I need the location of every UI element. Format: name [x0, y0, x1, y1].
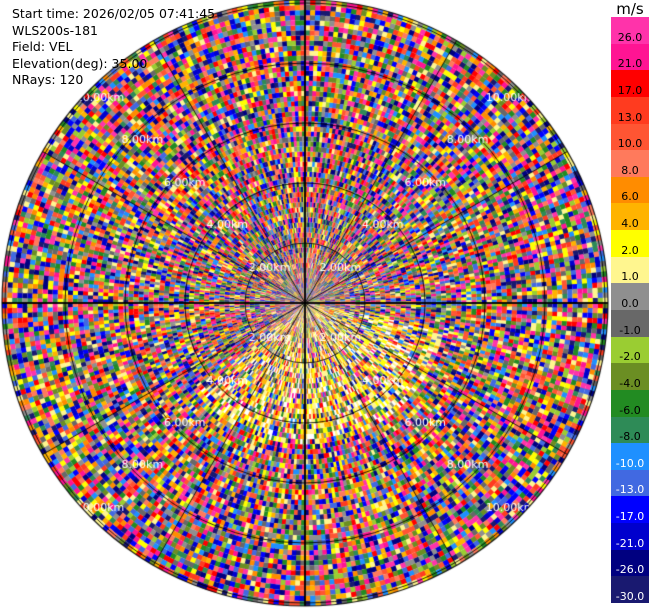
colorbar-segment — [611, 230, 649, 258]
colorbar-tick-label: -8.0 — [619, 430, 641, 444]
colorbar-segment — [611, 389, 649, 418]
elevation-text: Elevation(deg): 35.00 — [12, 55, 148, 71]
colorbar-tick-label: 4.0 — [621, 217, 639, 231]
colorbar-tick-label: 8.0 — [621, 163, 639, 177]
colorbar-tick-label: 26.0 — [617, 30, 643, 44]
colorbar-segment — [611, 469, 649, 497]
colorbar-segment — [611, 416, 649, 444]
colorbar-tick-label: 17.0 — [617, 83, 643, 97]
colorbar-tick-label: 2.0 — [621, 243, 639, 257]
colorbar-segment — [611, 96, 649, 125]
colorbar-tick-label: 0.0 — [621, 297, 639, 310]
colorbar-tick-label: 21.0 — [617, 57, 643, 71]
colorbar-segment — [611, 123, 649, 151]
instrument-text: WLS200s-181 — [12, 22, 98, 38]
radar-ppi-plot — [0, 0, 612, 610]
colorbar-segment — [611, 203, 649, 231]
colorbar-tick-label: -6.0 — [619, 403, 641, 417]
colorbar-unit: m/s — [616, 0, 644, 18]
colorbar-tick-label: -1.0 — [619, 323, 641, 337]
colorbar-tick-label: -21.0 — [615, 536, 645, 550]
scan-info: Start time: 2026/02/05 07:41:45 WLS200s-… — [12, 6, 215, 89]
colorbar-segment — [611, 549, 649, 577]
colorbar-segment — [611, 176, 649, 204]
colorbar: 26.0 21.0 17.0 13.0 10.0 8.0 6.0 4.0 2.0 1.0 0.0 -1… — [611, 17, 649, 604]
nrays-text: NRays: 120 — [12, 72, 84, 87]
colorbar-segment — [611, 496, 649, 524]
colorbar-tick-label: -4.0 — [619, 376, 641, 390]
colorbar-segment — [611, 150, 649, 178]
colorbar-segment — [611, 523, 649, 551]
colorbar-segment — [611, 576, 649, 604]
colorbar-tick-label: -2.0 — [619, 350, 641, 364]
colorbar-segment — [611, 256, 649, 284]
colorbar-tick-label: -13.0 — [615, 483, 645, 497]
colorbar-tick-label: 1.0 — [621, 270, 639, 284]
colorbar-tick-label: 10.0 — [617, 137, 643, 151]
colorbar-segment — [611, 363, 649, 391]
field-text: Field: VEL — [12, 39, 73, 54]
colorbar-tick-label: -26.0 — [615, 563, 645, 577]
colorbar-segment — [611, 310, 649, 338]
colorbar-tick-label: -10.0 — [615, 456, 645, 470]
colorbar-segment — [611, 17, 649, 45]
colorbar-segment — [611, 443, 649, 471]
colorbar-segment — [611, 70, 649, 98]
start-time-text: Start time: 2026/02/05 07:41:45 — [12, 6, 216, 21]
colorbar-segment — [611, 43, 649, 71]
colorbar-segment — [611, 283, 649, 311]
colorbar-tick-label: -17.0 — [615, 510, 645, 524]
colorbar-segment — [611, 336, 649, 364]
colorbar-tick-label: -30.0 — [615, 590, 645, 603]
colorbar-tick-label: 13.0 — [617, 110, 643, 124]
colorbar-tick-label: 6.0 — [621, 190, 639, 204]
